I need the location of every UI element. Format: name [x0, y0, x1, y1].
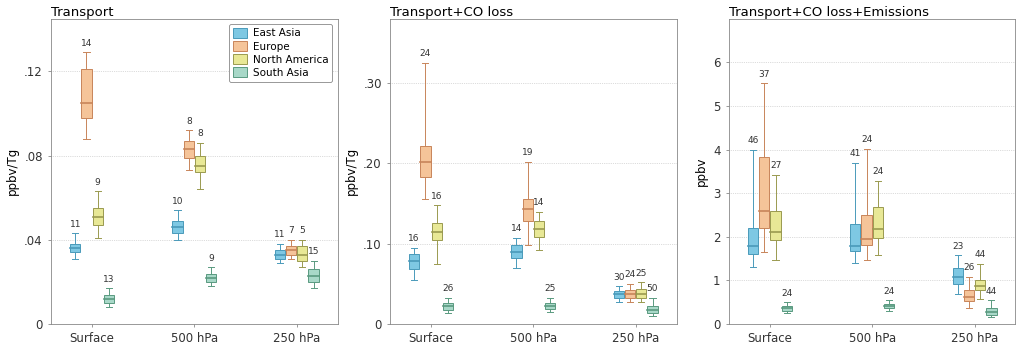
Text: 44: 44: [974, 250, 985, 259]
Bar: [964, 290, 974, 302]
Text: 16: 16: [431, 192, 442, 200]
Bar: [771, 211, 781, 240]
Bar: [184, 141, 194, 158]
Text: 26: 26: [442, 284, 453, 293]
Bar: [636, 289, 646, 298]
Text: 24: 24: [861, 135, 872, 144]
Bar: [409, 254, 420, 270]
Text: 24: 24: [420, 49, 431, 58]
Text: 10: 10: [172, 197, 184, 206]
Text: 37: 37: [759, 69, 770, 79]
Bar: [534, 221, 544, 237]
Bar: [975, 280, 985, 290]
Text: Transport: Transport: [51, 6, 113, 19]
Legend: East Asia, Europe, North America, South Asia: East Asia, Europe, North America, South …: [229, 24, 333, 82]
Bar: [748, 228, 759, 254]
Bar: [884, 304, 894, 309]
Bar: [614, 291, 624, 298]
Text: 23: 23: [952, 241, 964, 251]
Text: 25: 25: [544, 284, 555, 293]
Bar: [432, 223, 442, 240]
Bar: [70, 244, 81, 252]
Text: 9: 9: [208, 254, 214, 263]
Text: 44: 44: [986, 286, 998, 296]
Y-axis label: ppbv: ppbv: [694, 157, 708, 186]
Text: 5: 5: [299, 226, 305, 235]
Bar: [850, 224, 861, 251]
Text: 24: 24: [872, 167, 883, 176]
Bar: [104, 294, 114, 303]
Bar: [93, 208, 103, 225]
Bar: [625, 290, 635, 298]
Bar: [523, 199, 533, 221]
Text: 8: 8: [197, 129, 203, 138]
Bar: [206, 273, 216, 282]
Bar: [986, 308, 996, 314]
Text: 41: 41: [849, 149, 861, 158]
Text: 11: 11: [69, 220, 81, 229]
Bar: [297, 246, 307, 261]
Bar: [782, 306, 792, 311]
Bar: [647, 306, 658, 313]
Text: 16: 16: [408, 234, 420, 243]
Text: 24: 24: [781, 289, 792, 298]
Bar: [286, 246, 296, 254]
Text: Transport+CO loss+Emissions: Transport+CO loss+Emissions: [729, 6, 929, 19]
Text: 50: 50: [646, 284, 659, 293]
Text: 9: 9: [95, 178, 101, 187]
Text: 11: 11: [274, 231, 286, 239]
Text: 14: 14: [533, 198, 544, 207]
Text: 14: 14: [81, 39, 92, 48]
Text: 24: 24: [883, 286, 894, 296]
Bar: [873, 207, 883, 238]
Text: 30: 30: [613, 273, 625, 282]
Text: 24: 24: [625, 270, 636, 279]
Bar: [862, 215, 872, 245]
Bar: [512, 245, 522, 258]
Text: 8: 8: [186, 117, 192, 126]
Text: 27: 27: [770, 161, 781, 170]
Y-axis label: ppbv/Tg: ppbv/Tg: [5, 147, 18, 196]
Bar: [82, 69, 92, 118]
Bar: [275, 250, 285, 259]
Bar: [173, 221, 183, 233]
Bar: [421, 146, 431, 177]
Text: 25: 25: [635, 269, 647, 278]
Bar: [195, 155, 205, 172]
Bar: [545, 303, 555, 309]
Bar: [308, 269, 319, 282]
Text: 46: 46: [747, 136, 759, 145]
Bar: [760, 157, 770, 228]
Y-axis label: ppbv/Tg: ppbv/Tg: [344, 147, 357, 196]
Text: Transport+CO loss: Transport+CO loss: [390, 6, 514, 19]
Text: 15: 15: [308, 247, 320, 256]
Text: 13: 13: [103, 275, 114, 284]
Text: 7: 7: [288, 226, 294, 235]
Text: 26: 26: [963, 263, 975, 272]
Text: 19: 19: [522, 148, 533, 157]
Text: 14: 14: [510, 225, 522, 233]
Bar: [953, 268, 963, 284]
Bar: [443, 303, 453, 310]
